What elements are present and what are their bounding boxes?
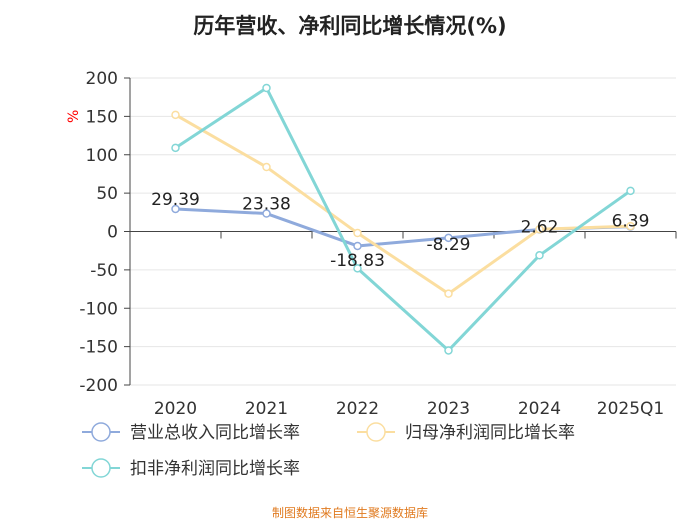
legend-marker-icon	[91, 458, 111, 478]
y-tick-label: -50	[90, 261, 118, 281]
x-tick-label: 2020	[154, 399, 197, 419]
series-2-point	[262, 162, 271, 172]
axis-layer: 200 150 100 50 0 -50 -100 -150 -200% 2020 2021 2022…	[66, 69, 677, 419]
x-tick-label: 2022	[336, 399, 379, 419]
series-2-point	[444, 289, 453, 298]
series-1-point	[444, 233, 453, 243]
series-1-point	[353, 241, 362, 251]
series-line-3	[174, 86, 632, 352]
legend-item-2: 归母净利润同比增长率	[357, 422, 575, 443]
series-layer	[171, 83, 635, 355]
legend-marker-icon	[366, 422, 386, 442]
y-tick-label: 150	[86, 107, 118, 127]
series-1-point	[171, 204, 180, 214]
data-label: 2.62	[521, 217, 559, 237]
legend-label: 归母净利润同比增长率	[405, 423, 575, 443]
series-3-point	[353, 264, 362, 273]
x-tick-label: 2025Q1	[597, 399, 664, 419]
legend-marker-icon	[91, 422, 111, 442]
data-label: -18.83	[330, 251, 385, 271]
data-label: 29.39	[151, 190, 200, 210]
data-label-layer: 29.39 23.38 -18.83 -8.29 2.62 6.39	[151, 190, 649, 271]
legend-item-3: 扣非净利润同比增长率	[82, 458, 300, 479]
y-tick-label: 0	[107, 223, 118, 243]
legend-label: 扣非净利润同比增长率	[130, 459, 300, 479]
series-2-point	[353, 228, 362, 238]
y-tick-label: -200	[79, 376, 118, 396]
series-2-point	[626, 221, 635, 231]
y-tick-label: -150	[79, 338, 118, 358]
series-2-point	[171, 110, 180, 120]
series-line-2	[174, 113, 631, 296]
data-label: 23.38	[242, 195, 291, 215]
legend-item-1: 营业总收入同比增长率	[82, 422, 300, 443]
x-tick-label: 2024	[518, 399, 561, 419]
x-tick-label: 2021	[245, 399, 288, 419]
data-label: -8.29	[427, 235, 471, 255]
y-tick-label: -100	[79, 299, 118, 319]
footer-source: 制图数据来自恒生聚源数据库	[271, 506, 428, 520]
data-label: 6.39	[612, 212, 650, 232]
series-3-point	[535, 251, 544, 260]
series-3-point	[444, 346, 453, 355]
series-3-point	[171, 143, 180, 153]
series-3-point	[262, 83, 271, 93]
y-axis-unit: %	[66, 110, 82, 123]
grid-layer	[130, 77, 676, 386]
legend-label: 营业总收入同比增长率	[130, 423, 300, 443]
y-tick-label: 100	[86, 146, 118, 166]
series-2-point	[535, 224, 544, 234]
y-tick-label: 50	[96, 184, 118, 204]
chart-title: 历年营收、净利同比增长情况(%)	[193, 14, 507, 38]
x-tick-label: 2023	[427, 399, 470, 419]
series-1-point	[262, 209, 271, 218]
series-3-point	[626, 186, 635, 196]
y-tick-label: 200	[86, 69, 118, 89]
